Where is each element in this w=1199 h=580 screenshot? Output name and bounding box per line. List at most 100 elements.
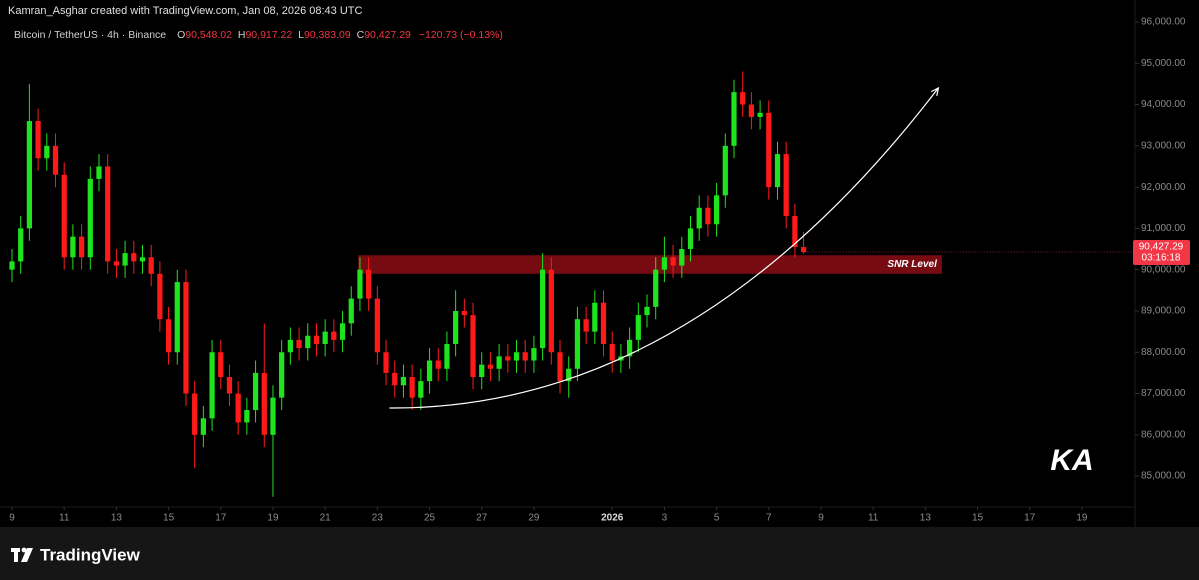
candle-body (661, 257, 668, 270)
x-tick-label: 15 (163, 513, 175, 524)
x-tick-label: 15 (972, 513, 984, 524)
candle-body (244, 410, 250, 423)
symbol-line: Bitcoin / TetherUS · 4h · Binance O90,54… (14, 29, 503, 41)
candle-body (400, 377, 407, 386)
credit: Kamran_Asghar created with TradingView.c… (8, 5, 362, 17)
x-tick-label: 2026 (601, 513, 624, 524)
last-price-tag (1133, 240, 1190, 266)
footer-bar (0, 527, 1199, 580)
candle-body (444, 343, 450, 369)
x-tick-label: 9 (818, 513, 824, 524)
last-price-label: 90,427.29 (1139, 242, 1184, 253)
y-tick-label: 85,000.00 (1141, 471, 1186, 482)
candle-body (800, 247, 807, 253)
x-tick-label: 21 (320, 513, 332, 524)
x-tick-label: 17 (1024, 513, 1036, 524)
candle-body (557, 352, 563, 382)
candle-body (44, 145, 50, 159)
candle-body (235, 393, 241, 423)
candle-body (731, 92, 737, 146)
candle-body (261, 372, 267, 435)
candle-body (305, 335, 311, 349)
candle-body (209, 352, 215, 419)
change: −120.73 (−0.13%) (419, 29, 503, 41)
candle-body (792, 216, 798, 248)
candle-body (131, 253, 137, 262)
y-tick-label: 89,000.00 (1141, 306, 1186, 317)
candle-body (183, 282, 189, 394)
x-tick-label: 19 (267, 513, 279, 524)
candle-body (296, 339, 302, 349)
candle-body (470, 315, 476, 378)
x-tick-label: 23 (372, 513, 384, 524)
candle-body (548, 269, 554, 353)
candle-body (600, 302, 607, 344)
candle-body (218, 352, 224, 378)
y-tick-label: 91,000.00 (1141, 223, 1186, 234)
candle-body (479, 364, 485, 378)
candle-body (609, 343, 615, 361)
plot: 85,000.00 86,000.00 87,000.00 88,000.00 89,0… (9, 17, 1190, 524)
candle-body (9, 261, 15, 270)
candle-body (635, 315, 641, 340)
logo-shape (21, 548, 33, 562)
candle-body (35, 121, 41, 159)
candle-body (366, 269, 372, 299)
y-tick-label: 86,000.00 (1141, 429, 1186, 440)
ohlc-label: L (298, 29, 304, 41)
y-tick-label: 90,000.00 (1141, 264, 1186, 275)
x-tick-label: 27 (476, 513, 488, 524)
candle-body (592, 302, 598, 332)
candle-body (105, 166, 111, 262)
candle-body (566, 368, 572, 382)
candle-body (270, 397, 276, 435)
candle-body (626, 339, 633, 357)
candle-body (26, 121, 33, 229)
candle-body (774, 154, 781, 188)
y-tick-label: 95,000.00 (1141, 58, 1186, 69)
candle-body (783, 154, 789, 217)
logo-shape (14, 548, 18, 562)
candle-body (435, 360, 441, 369)
candle-body (348, 298, 354, 324)
candle-body (18, 228, 24, 262)
candle-body (165, 319, 172, 353)
candle-body (357, 269, 363, 299)
x-tick-label: 11 (868, 513, 879, 524)
x-tick-label: 13 (111, 513, 123, 524)
x-tick-label: 5 (714, 513, 720, 524)
candle-body (383, 352, 389, 373)
brand: TradingView (40, 545, 141, 564)
x-tick-label: 17 (215, 513, 227, 524)
candle-body (531, 348, 537, 361)
candle-body (252, 372, 259, 411)
candle-body (96, 166, 102, 179)
snr-zone (358, 255, 942, 274)
y-tick-label: 87,000.00 (1141, 388, 1186, 399)
candle-body (574, 319, 581, 369)
ohlc-value: 90,548.02 (185, 29, 232, 41)
candle-body (705, 207, 711, 225)
trend-curve (389, 87, 939, 409)
candle-body (487, 364, 494, 369)
candle-body (696, 207, 702, 229)
ohlc-label: C (357, 29, 365, 41)
ohlc-label: O (177, 29, 185, 41)
x-tick-label: 11 (59, 513, 70, 524)
candle-body (52, 145, 59, 175)
symbol: Bitcoin / TetherUS · 4h · Binance (14, 29, 166, 41)
candle-body (461, 310, 467, 316)
candle-body (374, 298, 380, 353)
x-tick-label: 29 (528, 513, 540, 524)
candle-body (522, 352, 528, 361)
candle-body (157, 273, 163, 320)
candle-body (226, 377, 233, 394)
candle-body (148, 257, 154, 274)
candle-body (339, 323, 346, 340)
candle-body (679, 249, 685, 266)
x-tick-label: 3 (662, 513, 668, 524)
candle-body (331, 331, 337, 340)
candle-body (279, 352, 285, 398)
candle-body (687, 228, 694, 250)
